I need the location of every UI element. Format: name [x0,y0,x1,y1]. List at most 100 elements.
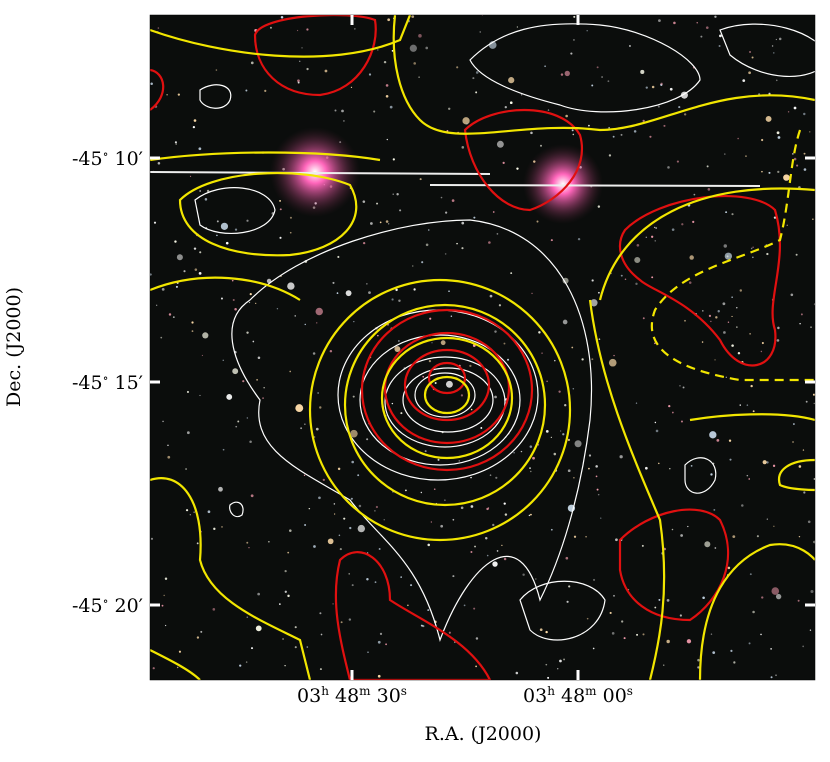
star [800,313,803,316]
star [663,124,666,127]
star [545,663,548,666]
star [547,109,550,111]
star [597,493,600,496]
star [810,590,814,594]
star [458,460,461,462]
star [595,475,598,478]
star [791,152,794,155]
star [752,256,754,259]
tick-label-part: -45 [72,595,103,617]
star [469,364,472,368]
star [731,344,734,347]
star [199,190,202,192]
star [392,193,394,195]
star [624,278,627,280]
star [166,94,168,96]
star [318,496,321,500]
star [681,223,684,226]
star [150,82,153,86]
star [234,228,238,231]
star [451,199,455,202]
star [405,489,407,492]
star [707,188,711,191]
star [215,69,218,71]
star [684,319,686,322]
star [777,170,780,174]
star [377,674,381,678]
star [727,321,730,323]
star [669,468,671,470]
star [324,69,328,73]
star [673,21,676,25]
star [573,535,577,538]
tick-label-part: s [401,684,407,698]
star [761,341,764,345]
star [246,417,249,419]
star [343,517,346,520]
star [714,547,717,549]
star [503,557,507,561]
star [494,395,497,399]
star [601,76,604,78]
star [531,292,533,295]
star [340,621,343,624]
star [448,290,450,293]
star [387,18,391,22]
star [308,507,311,510]
star [213,527,216,531]
star [284,569,287,573]
star [301,47,303,49]
tick-label-part: m [585,684,597,698]
tick-label-part: 03 [297,685,321,707]
star [444,253,447,255]
star [678,106,681,109]
star [279,236,282,239]
star [690,464,693,467]
star [671,528,674,531]
star [641,544,644,547]
star [391,402,394,405]
star [366,577,369,581]
y-tick-label: -45∘ 20′ [72,594,143,617]
star [529,445,533,448]
star [683,113,687,116]
star [545,430,549,433]
star [748,642,751,645]
star [628,44,631,47]
star [666,599,670,602]
star [418,76,420,78]
star [550,436,552,438]
star [296,29,299,32]
star [489,474,492,476]
star [362,200,366,203]
tick-label-part: ′ [139,595,143,617]
star [731,296,733,298]
star [530,513,532,516]
star [248,301,251,304]
star [226,394,233,400]
star [354,28,356,30]
star [752,610,755,614]
star [348,618,352,621]
star [671,411,674,414]
star [425,243,429,247]
star [460,394,464,397]
star [374,510,376,512]
tick-label-part: ′ [139,372,143,394]
star [366,283,368,285]
star [246,331,249,334]
star [480,427,483,429]
star [332,603,334,605]
tick-marks [150,15,815,680]
star [262,397,264,400]
star [813,478,815,480]
star [572,133,575,136]
star [434,382,437,385]
star [812,393,815,396]
star [775,79,778,82]
star [689,255,694,260]
star [294,646,297,649]
star [245,661,248,663]
star [287,551,290,554]
star [172,316,175,318]
